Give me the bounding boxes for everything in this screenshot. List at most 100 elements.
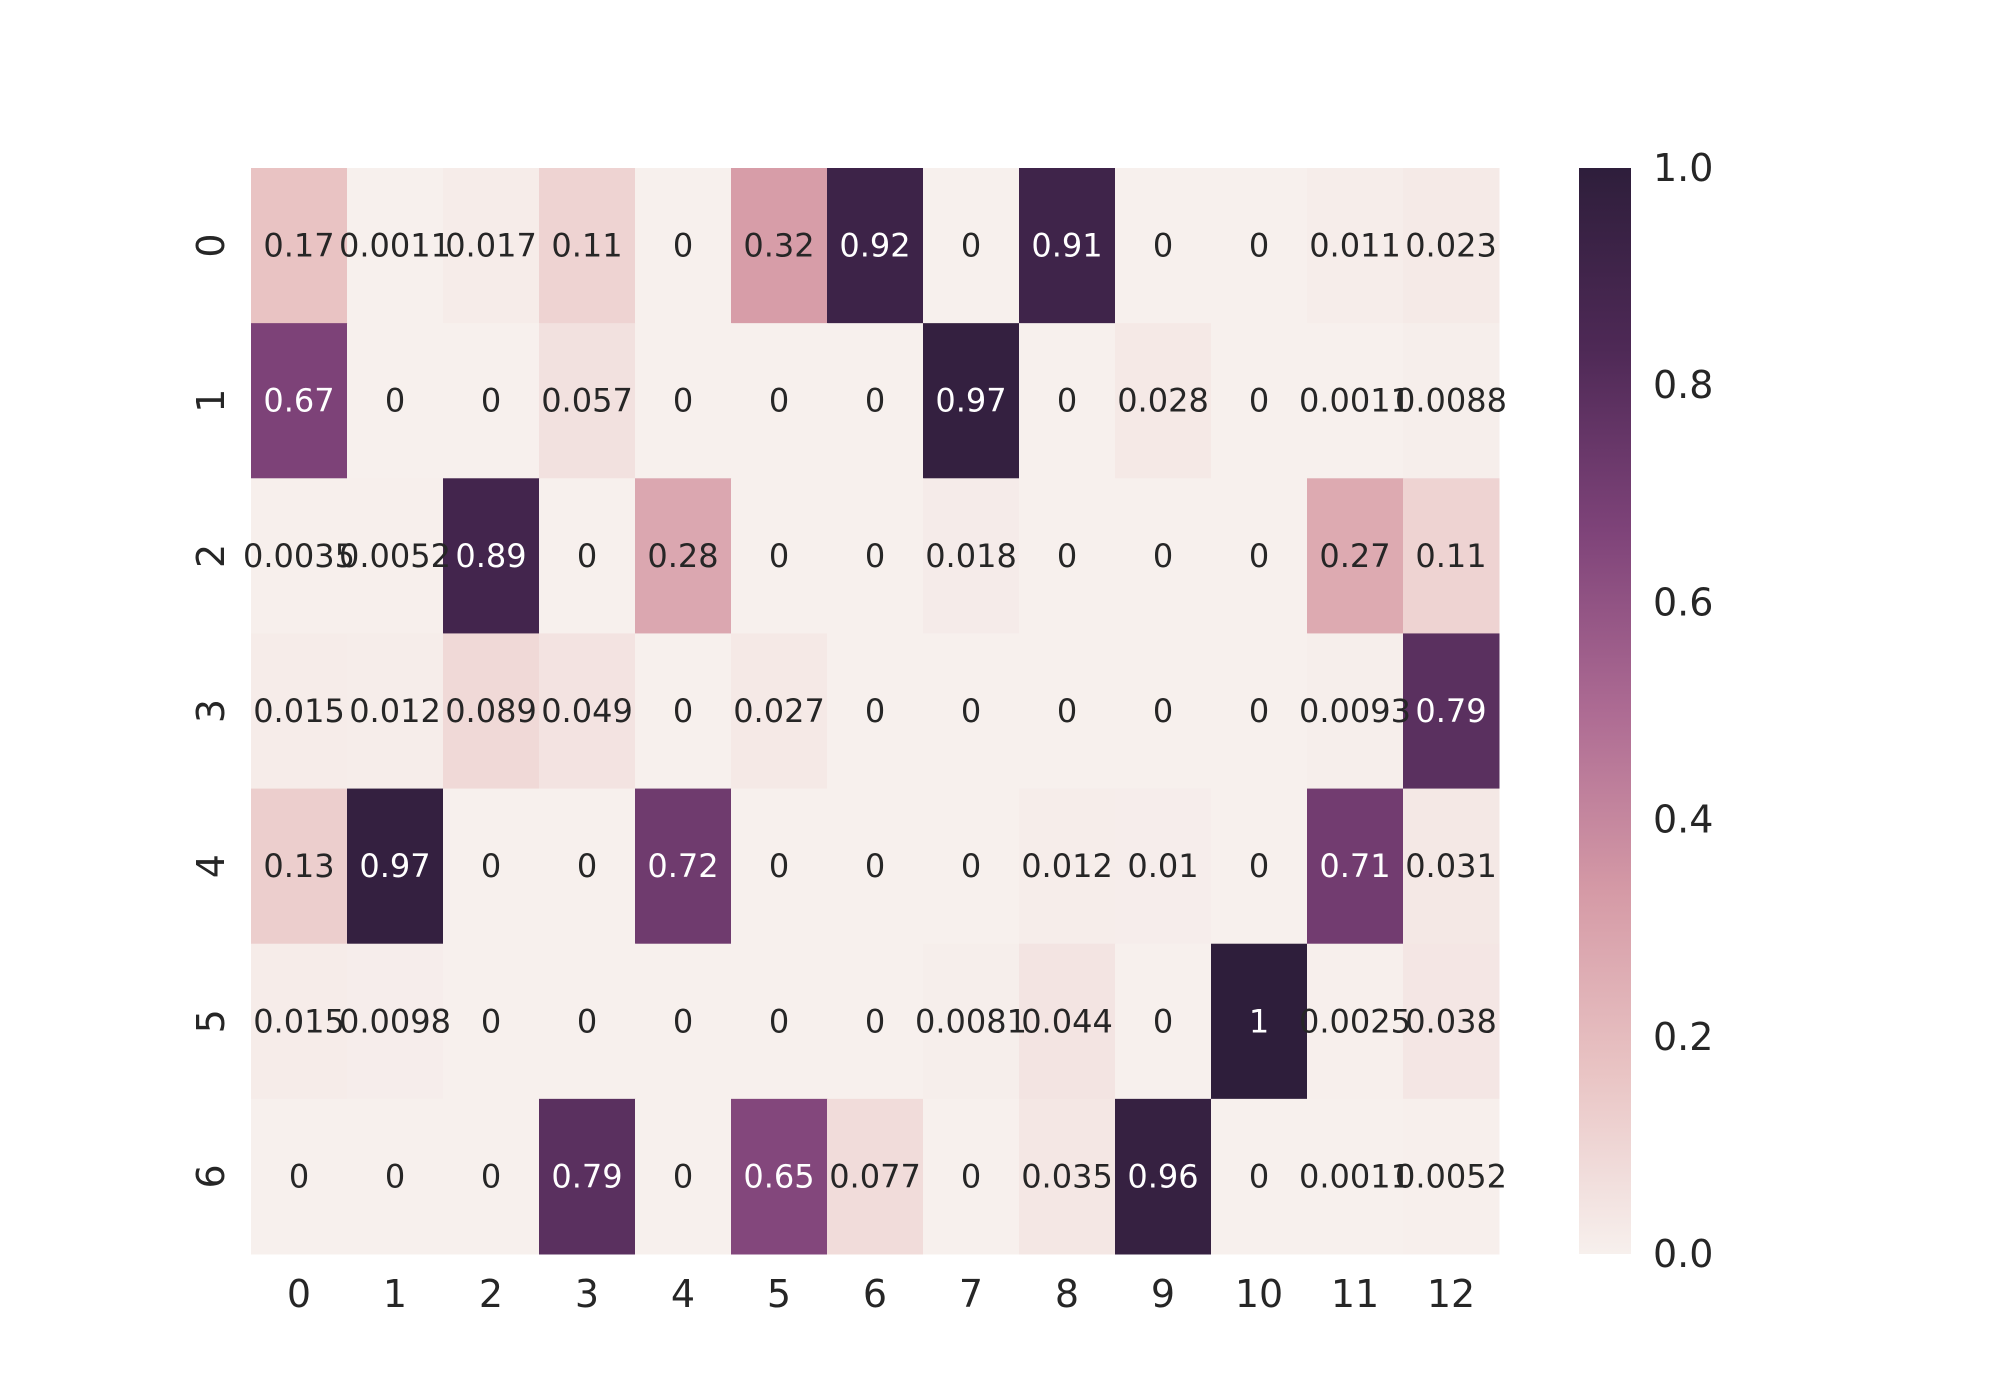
cell-annotation-r0-c10: 0 <box>1249 227 1269 265</box>
x-tick-label-3: 3 <box>575 1272 599 1316</box>
cell-annotation-r3-c0: 0.015 <box>253 692 345 730</box>
y-tick-label-3: 3 <box>189 699 233 723</box>
heatmap-cell-r5-c0 <box>251 943 348 1100</box>
cell-annotation-r2-c3: 0 <box>577 537 597 575</box>
heatmap-cell-r0-c3 <box>539 168 636 324</box>
cell-annotation-r0-c1: 0.0011 <box>339 227 451 265</box>
cell-annotation-r2-c9: 0 <box>1153 537 1173 575</box>
cell-annotation-r1-c9: 0.028 <box>1117 382 1209 420</box>
cell-annotation-r6-c6: 0.077 <box>829 1157 921 1195</box>
y-tick-label-6: 6 <box>189 1164 233 1188</box>
heatmap-cell-r6-c8 <box>1019 1098 1116 1255</box>
heatmap-cell-r1-c4 <box>635 323 732 479</box>
heatmap-cell-r2-c1 <box>347 478 444 634</box>
cell-annotation-r2-c2: 0.89 <box>455 537 526 575</box>
heatmap-cell-r0-c12 <box>1403 168 1500 324</box>
colorbar-tick-label-0: 0.0 <box>1653 1232 1713 1276</box>
cell-annotation-r4-c1: 0.97 <box>359 847 430 885</box>
heatmap-cell-r2-c5 <box>731 478 828 634</box>
cell-annotation-r0-c5: 0.32 <box>743 227 814 265</box>
cell-annotation-r2-c8: 0 <box>1057 537 1077 575</box>
heatmap-cell-r5-c7 <box>923 943 1020 1100</box>
cell-annotation-r1-c2: 0 <box>481 382 501 420</box>
y-tick-label-0: 0 <box>189 233 233 257</box>
heatmap-cell-r5-c10 <box>1211 943 1308 1100</box>
heatmap-cell-r2-c7 <box>923 478 1020 634</box>
x-tick-label-12: 12 <box>1427 1272 1475 1316</box>
heatmap-cell-r1-c12 <box>1403 323 1500 479</box>
heatmap-cell-r4-c11 <box>1307 788 1404 945</box>
x-tick-label-11: 11 <box>1331 1272 1379 1316</box>
heatmap-cell-r4-c6 <box>827 788 924 945</box>
cell-annotation-r3-c2: 0.089 <box>445 692 537 730</box>
cell-annotation-r0-c0: 0.17 <box>263 227 334 265</box>
cell-annotation-r6-c10: 0 <box>1249 1157 1269 1195</box>
cell-annotation-r5-c11: 0.0025 <box>1299 1002 1411 1040</box>
heatmap-cell-r5-c3 <box>539 943 636 1100</box>
cell-annotation-r0-c2: 0.017 <box>445 227 537 265</box>
y-tick-label-2: 2 <box>189 544 233 568</box>
cell-annotation-r5-c0: 0.015 <box>253 1002 345 1040</box>
y-tick-label-5: 5 <box>189 1009 233 1033</box>
heatmap-cell-r6-c11 <box>1307 1098 1404 1255</box>
cell-annotation-r6-c7: 0 <box>961 1157 981 1195</box>
heatmap-cell-r1-c0 <box>251 323 348 479</box>
cell-annotation-r2-c6: 0 <box>865 537 885 575</box>
heatmap-cell-r2-c6 <box>827 478 924 634</box>
cell-annotation-r0-c8: 0.91 <box>1031 227 1102 265</box>
cell-annotation-r5-c3: 0 <box>577 1002 597 1040</box>
heatmap-cell-r1-c8 <box>1019 323 1116 479</box>
heatmap-cell-r0-c6 <box>827 168 924 324</box>
heatmap-cell-r6-c4 <box>635 1098 732 1255</box>
heatmap-cell-r5-c12 <box>1403 943 1500 1100</box>
heatmap-cell-r2-c3 <box>539 478 636 634</box>
heatmap-cell-r4-c0 <box>251 788 348 945</box>
heatmap-cell-r4-c9 <box>1115 788 1212 945</box>
cell-annotation-r0-c4: 0 <box>673 227 693 265</box>
heatmap-cell-r6-c5 <box>731 1098 828 1255</box>
heatmap-cell-r0-c5 <box>731 168 828 324</box>
x-tick-label-6: 6 <box>863 1272 887 1316</box>
heatmap-cell-r6-c3 <box>539 1098 636 1255</box>
heatmap-cell-r2-c4 <box>635 478 732 634</box>
heatmap-cell-r4-c10 <box>1211 788 1308 945</box>
cell-annotation-r1-c8: 0 <box>1057 382 1077 420</box>
colorbar-tick-label-1: 0.2 <box>1653 1015 1713 1059</box>
cell-annotation-r3-c5: 0.027 <box>733 692 825 730</box>
heatmap-cell-r4-c5 <box>731 788 828 945</box>
cell-annotation-r1-c5: 0 <box>769 382 789 420</box>
heatmap-cell-r3-c8 <box>1019 633 1116 790</box>
heatmap-cell-r6-c1 <box>347 1098 444 1255</box>
heatmap-cell-r4-c2 <box>443 788 540 945</box>
y-axis-tick-labels: 0 1 2 3 4 5 6 <box>189 233 233 1188</box>
cell-annotation-r6-c12: 0.0052 <box>1395 1157 1507 1195</box>
x-tick-label-10: 10 <box>1235 1272 1283 1316</box>
heatmap-cell-r0-c0 <box>251 168 348 324</box>
x-tick-label-8: 8 <box>1055 1272 1079 1316</box>
colorbar <box>1579 168 1631 1254</box>
cell-annotation-r1-c11: 0.0011 <box>1299 382 1411 420</box>
cell-annotation-r1-c10: 0 <box>1249 382 1269 420</box>
cell-annotation-r4-c12: 0.031 <box>1405 847 1497 885</box>
heatmap-cell-r6-c9 <box>1115 1098 1212 1255</box>
colorbar-tick-label-5: 1.0 <box>1653 146 1713 190</box>
x-tick-label-1: 1 <box>383 1272 407 1316</box>
heatmap-cell-r0-c10 <box>1211 168 1308 324</box>
cell-annotation-r1-c7: 0.97 <box>935 382 1006 420</box>
cell-annotation-r4-c8: 0.012 <box>1021 847 1113 885</box>
heatmap-cell-r3-c3 <box>539 633 636 790</box>
heatmap-cell-r5-c2 <box>443 943 540 1100</box>
heatmap-cell-r2-c11 <box>1307 478 1404 634</box>
cell-annotation-r0-c12: 0.023 <box>1405 227 1497 265</box>
heatmap-cell-r5-c6 <box>827 943 924 1100</box>
cell-annotation-r6-c11: 0.0011 <box>1299 1157 1411 1195</box>
heatmap-cell-r5-c5 <box>731 943 828 1100</box>
heatmap-cell-r3-c6 <box>827 633 924 790</box>
cell-annotation-r1-c1: 0 <box>385 382 405 420</box>
cell-annotation-r4-c5: 0 <box>769 847 789 885</box>
heatmap-cell-r1-c10 <box>1211 323 1308 479</box>
cell-annotation-r6-c1: 0 <box>385 1157 405 1195</box>
cell-annotation-r4-c11: 0.71 <box>1319 847 1390 885</box>
cell-annotation-r1-c12: 0.0088 <box>1395 382 1507 420</box>
heatmap-cell-r0-c1 <box>347 168 444 324</box>
